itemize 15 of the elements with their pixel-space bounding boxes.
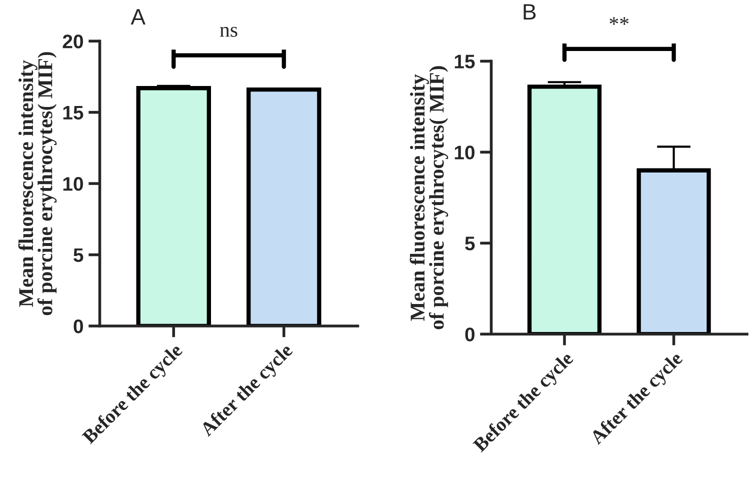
text: ns [220, 26, 238, 37]
y-axis-title: Mean fluorescence intensity of porcine erythrocytes( MIF) [18, 52, 57, 316]
y-tick-label: 0 [465, 328, 474, 342]
y-tick-label: 0 [74, 319, 83, 334]
y-tick-label: 10 [63, 177, 83, 191]
chart-title: A [130, 9, 146, 24]
y-tick-label: 10 [454, 146, 474, 160]
y-tick-label: 5 [465, 236, 475, 250]
y-tick-label: 5 [74, 248, 84, 262]
y-tick-label: 20 [62, 34, 83, 48]
text: ** [610, 17, 629, 25]
y-axis-title: Mean fluorescence intensity of porcine erythrocytes( MIF) [410, 66, 448, 330]
chart-title: B [524, 4, 536, 20]
y-tick-label: 15 [454, 54, 475, 68]
y-tick-label: 15 [63, 106, 84, 120]
